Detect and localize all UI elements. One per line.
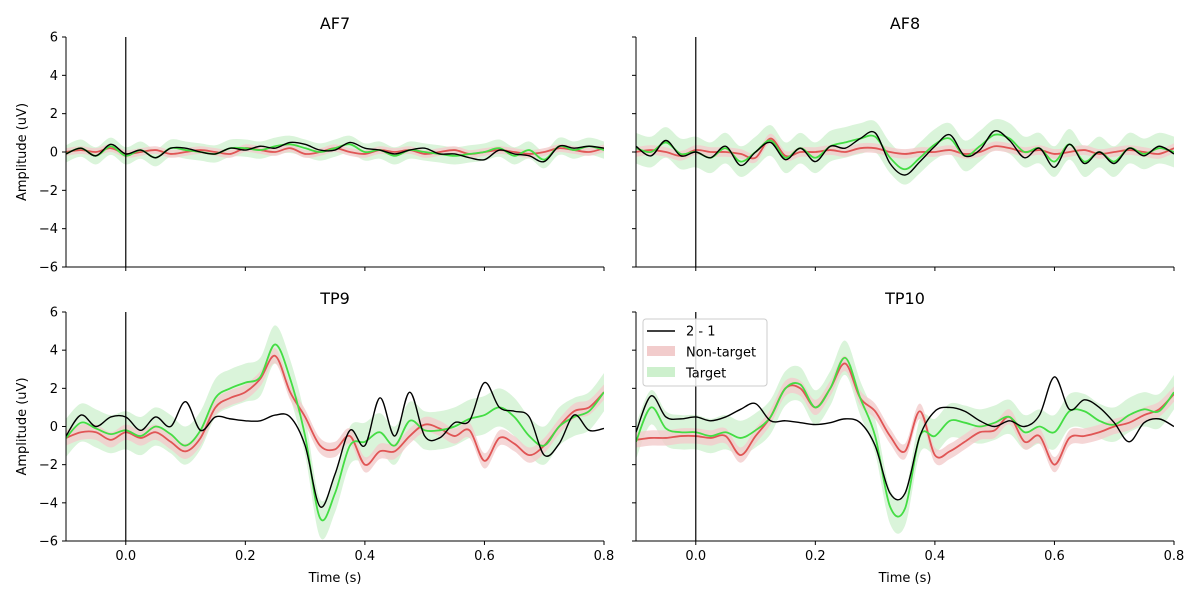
panel-title: TP9 bbox=[319, 289, 350, 308]
y-axis-label: Amplitude (uV) bbox=[15, 103, 30, 201]
x-tick-label: 0.8 bbox=[1164, 549, 1185, 564]
legend-swatch-non-target bbox=[647, 346, 675, 356]
series-line-2-1 bbox=[66, 381, 604, 508]
panel-title: TP10 bbox=[884, 289, 925, 308]
x-tick-label: 0.0 bbox=[685, 549, 706, 564]
series-line-2-1 bbox=[66, 141, 604, 163]
non-target-band bbox=[66, 348, 604, 473]
y-tick-label: −2 bbox=[39, 184, 58, 199]
x-axis-label: Time (s) bbox=[878, 571, 932, 586]
y-tick-label: 4 bbox=[50, 344, 58, 359]
legend: 2 - 1 Non-target Target bbox=[642, 318, 768, 387]
y-tick-label: 6 bbox=[50, 31, 58, 46]
series-line-non-target bbox=[66, 354, 604, 466]
non-target-band bbox=[636, 355, 1174, 473]
plot-area bbox=[636, 119, 1174, 185]
series-line-non-target bbox=[636, 362, 1174, 466]
target-band bbox=[66, 325, 604, 540]
y-tick-label: 2 bbox=[50, 107, 58, 122]
y-tick-label: −2 bbox=[39, 458, 58, 473]
x-axis-label: Time (s) bbox=[308, 571, 362, 586]
panel-af7: 6 4 2 0 −2 −4 −6 AF7 Amplitude (uV) bbox=[15, 14, 605, 276]
plot-area bbox=[636, 340, 1174, 534]
legend-label-non-target: Non-target bbox=[686, 346, 756, 361]
plot-area bbox=[66, 325, 604, 540]
x-tick-label: 0.6 bbox=[474, 549, 495, 564]
legend-label-target: Target bbox=[685, 367, 726, 382]
x-tick-label: 0.2 bbox=[805, 549, 826, 564]
x-tick-label: 0.8 bbox=[594, 549, 615, 564]
series-line-target bbox=[66, 343, 604, 522]
x-tick-label: 0.0 bbox=[115, 549, 136, 564]
y-tick-label: −6 bbox=[39, 261, 58, 276]
y-tick-label: 6 bbox=[50, 306, 58, 321]
y-axis-label: Amplitude (uV) bbox=[15, 377, 30, 475]
y-tick-label: 0 bbox=[50, 420, 58, 435]
series-line-2-1 bbox=[636, 129, 1174, 176]
series-line-target bbox=[636, 133, 1174, 171]
y-tick-label: −4 bbox=[39, 496, 58, 511]
y-tick-label: 4 bbox=[50, 69, 58, 84]
panel-title: AF8 bbox=[890, 14, 920, 33]
plot-area bbox=[66, 135, 604, 169]
panel-tp9: 6 4 2 0 −2 −4 −6 0.0 0.2 0.4 0.6 0.8 TP9 Time (s) Ampl… bbox=[15, 289, 614, 586]
y-tick-label: 0 bbox=[50, 146, 58, 161]
legend-swatch-target bbox=[647, 367, 675, 377]
panel-af8: AF8 bbox=[632, 14, 1175, 271]
legend-label-difference: 2 - 1 bbox=[686, 325, 716, 340]
x-tick-label: 0.6 bbox=[1044, 549, 1065, 564]
series-line-target bbox=[636, 356, 1174, 518]
x-tick-label: 0.4 bbox=[925, 549, 946, 564]
series-line-non-target bbox=[636, 137, 1174, 160]
series-line-2-1 bbox=[636, 376, 1174, 501]
x-tick-label: 0.2 bbox=[235, 549, 256, 564]
y-tick-label: −4 bbox=[39, 222, 58, 237]
y-tick-label: −6 bbox=[39, 535, 58, 550]
y-tick-label: 2 bbox=[50, 382, 58, 397]
panel-title: AF7 bbox=[320, 14, 350, 33]
x-tick-label: 0.4 bbox=[355, 549, 376, 564]
panel-tp10: 0.0 0.2 0.4 0.6 0.8 TP10 Time (s) 2 - 1 Non-targ… bbox=[632, 289, 1184, 586]
